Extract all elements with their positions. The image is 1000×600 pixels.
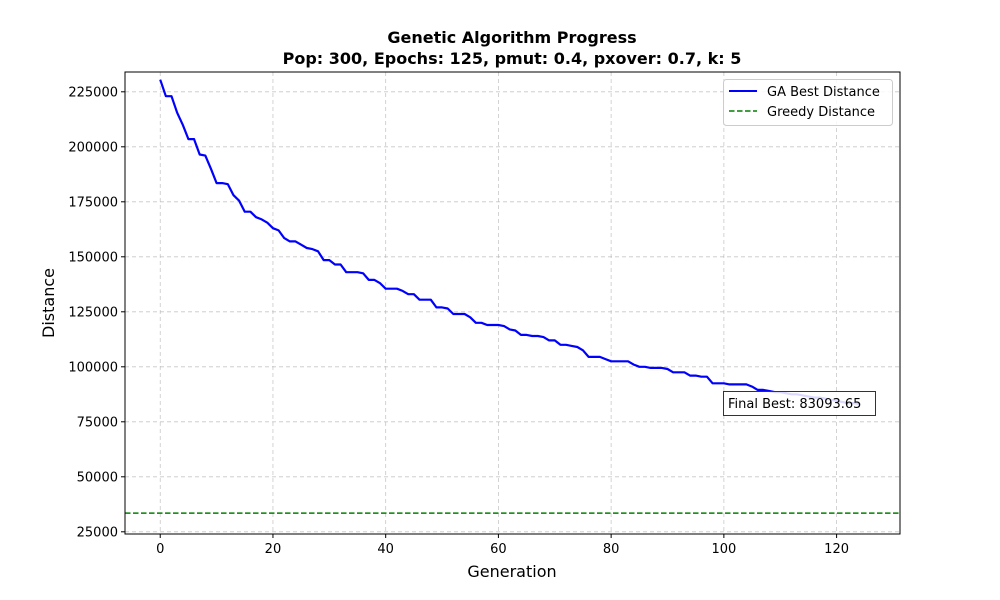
y-tick-label: 100000 <box>68 360 118 375</box>
y-tick-label: 225000 <box>68 85 118 100</box>
x-tick-label: 120 <box>824 542 849 557</box>
y-tick-label: 150000 <box>68 250 118 265</box>
y-tick-label: 25000 <box>77 525 118 540</box>
annotation-box <box>723 391 876 416</box>
y-axis-label: Distance <box>39 268 58 338</box>
legend-label-ga: GA Best Distance <box>767 85 880 100</box>
y-tick-label: 200000 <box>68 140 118 155</box>
x-tick-label: 80 <box>603 542 620 557</box>
legend-label-greedy: Greedy Distance <box>767 105 875 120</box>
y-tick-label: 50000 <box>77 470 118 485</box>
x-tick-label: 0 <box>156 542 164 557</box>
chart-title: Genetic Algorithm Progress <box>387 28 636 47</box>
annotation-text: Final Best: 83093.65 <box>728 397 861 412</box>
legend-box <box>723 79 893 126</box>
x-tick-label: 100 <box>711 542 736 557</box>
axis-ticks: 0 20 40 60 80 100 120 25000 50000 75000 100000 1250… <box>68 85 849 557</box>
x-axis-label: Generation <box>467 562 556 581</box>
chart-subtitle: Pop: 300, Epochs: 125, pmut: 0.4, pxover… <box>283 49 742 68</box>
y-tick-label: 175000 <box>68 195 118 210</box>
grid-lines <box>125 72 900 534</box>
plot-frame <box>124 71 901 535</box>
x-tick-label: 20 <box>265 542 282 557</box>
series-ga-best-distance <box>159 79 860 406</box>
y-tick-label: 125000 <box>68 305 118 320</box>
y-tick-label: 75000 <box>77 415 118 430</box>
legend: GA Best Distance Greedy Distance <box>723 79 893 126</box>
final-best-annotation: Final Best: 83093.65 <box>723 391 876 416</box>
x-tick-label: 40 <box>377 542 394 557</box>
series-layer <box>125 79 900 514</box>
x-tick-label: 60 <box>490 542 507 557</box>
